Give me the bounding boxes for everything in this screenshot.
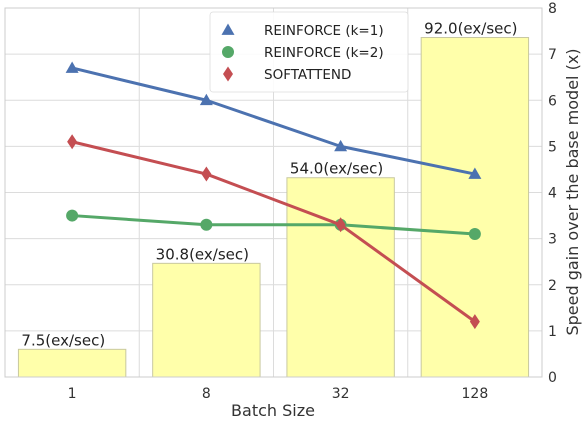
series-point (66, 209, 79, 222)
series-point (201, 166, 212, 182)
y-tick-label: 2 (548, 278, 557, 294)
x-axis-title: Batch Size (231, 401, 315, 420)
y-tick-label: 5 (548, 139, 557, 155)
lines (65, 61, 482, 330)
legend-label: REINFORCE (k=2) (264, 45, 384, 61)
bar-value-label: 30.8(ex/sec) (156, 245, 249, 263)
y-tick-label: 8 (548, 1, 557, 17)
x-tick-label: 1 (68, 386, 77, 402)
series-point (468, 228, 481, 241)
legend-marker (223, 66, 233, 82)
x-tick-label: 32 (332, 386, 350, 402)
series-point (334, 139, 348, 152)
legend-marker (221, 23, 235, 35)
series-point (468, 167, 482, 179)
series-point (335, 217, 346, 233)
y-tick-label: 0 (548, 370, 557, 386)
y-axis-title: Speed gain over the base model (x) (563, 48, 582, 335)
bar (17, 348, 127, 378)
series-point (200, 218, 213, 231)
y-tick-label: 1 (548, 324, 557, 340)
bar-labels: 7.5(ex/sec) 30.8(ex/sec) 54.0(ex/sec) 92.0(… (21, 20, 517, 350)
plot-frame (4, 7, 543, 378)
legend-label: REINFORCE (k=1) (264, 23, 384, 39)
bar (286, 177, 395, 378)
legend-label: SOFTATTEND (264, 67, 351, 83)
series-line (70, 66, 477, 176)
legend-marker (222, 46, 234, 58)
series-line (70, 140, 477, 324)
bar (152, 262, 261, 378)
y-tick-label: 6 (548, 93, 557, 109)
legend-box (209, 11, 409, 93)
y-tick-label: 7 (548, 47, 557, 63)
series-point (469, 314, 480, 330)
x-tick-labels: 1 8 32 128 (68, 386, 489, 402)
y-tick-label: 4 (548, 186, 557, 202)
x-tick-label: 128 (462, 386, 489, 402)
bar-value-label: 7.5(ex/sec) (21, 331, 105, 349)
y-tick-label: 3 (548, 232, 557, 248)
bar-value-label: 54.0(ex/sec) (290, 160, 383, 178)
y-tick-labels: 0 1 2 3 4 5 6 7 8 (548, 1, 557, 386)
series-point (67, 134, 78, 150)
series-point (199, 93, 213, 106)
series-line (70, 214, 477, 236)
bar-value-label: 92.0(ex/sec) (424, 20, 517, 38)
series-point (65, 61, 79, 73)
grid (5, 8, 542, 377)
x-tick-label: 8 (202, 386, 211, 402)
legend: REINFORCE (k=1) REINFORCE (k=2) SOFTATTEND (209, 11, 409, 93)
